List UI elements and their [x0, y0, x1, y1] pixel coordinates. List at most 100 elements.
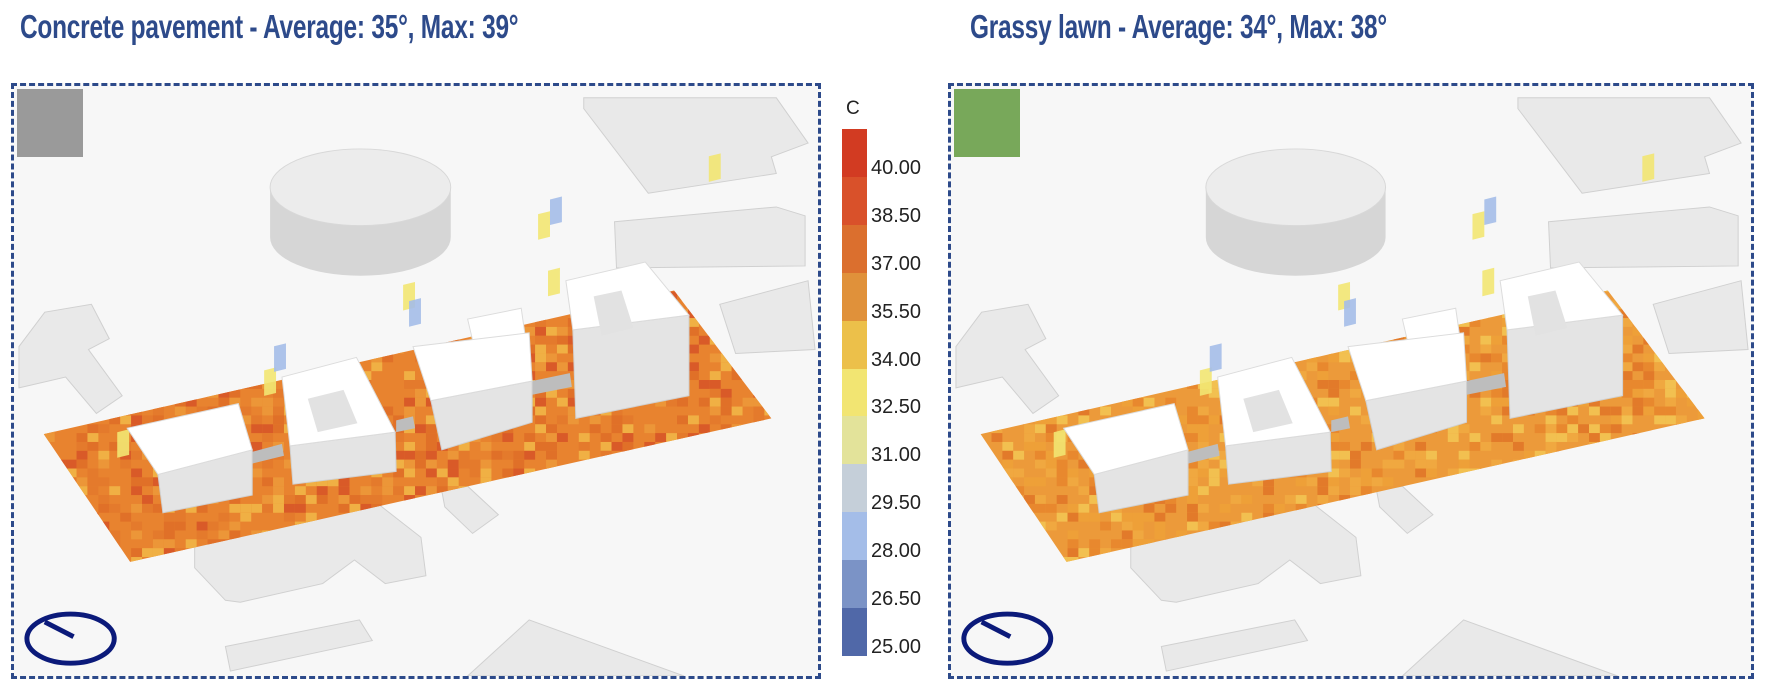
heatmap-cell: [1545, 433, 1557, 442]
heatmap-cell: [1121, 512, 1133, 522]
heatmap-cell: [262, 495, 274, 504]
heatmap-cell: [1067, 539, 1079, 549]
heatmap-cell: [174, 521, 186, 531]
heatmap-cell: [174, 512, 186, 522]
heatmap-cell: [163, 512, 175, 522]
heatmap-cell: [251, 468, 263, 478]
heatmap-cell: [1187, 486, 1198, 496]
heatmap-cell: [404, 459, 416, 469]
heatmap-cell: [535, 397, 547, 407]
heatmap-cell: [687, 415, 699, 425]
heatmap-cell: [556, 362, 568, 372]
heatmap-cell: [1610, 415, 1622, 425]
heatmap-cell: [578, 441, 590, 451]
heatmap-cell: [546, 353, 557, 363]
heatmap-cell: [1002, 468, 1014, 478]
cool-spot: [538, 211, 550, 240]
heatmap-cell: [1654, 415, 1666, 425]
heatmap-cell: [1208, 380, 1220, 389]
heatmap-cell: [1317, 397, 1329, 407]
heatmap-cell: [152, 530, 164, 540]
heatmap-cell: [1197, 468, 1209, 478]
heatmap-cell: [535, 344, 547, 354]
heatmap-cell: [1034, 477, 1046, 487]
heatmap-cell: [1328, 486, 1340, 496]
legend-segment: [842, 272, 867, 321]
heatmap-cell: [1024, 441, 1035, 451]
heatmap-cell: [709, 380, 721, 389]
heatmap-cell: [109, 530, 121, 540]
building-courtyard: [593, 290, 634, 336]
building-roof: [1062, 403, 1189, 475]
heatmap-cell: [1643, 406, 1655, 416]
heatmap-cell: [1502, 362, 1513, 372]
heatmap-cell: [273, 424, 284, 434]
context-building: [1130, 500, 1362, 603]
heatmap-cell: [98, 459, 110, 469]
heatmap-cell: [1350, 486, 1361, 496]
heatmap-cell: [1045, 521, 1057, 531]
heatmap-cell: [283, 495, 295, 504]
heatmap-cell: [1480, 335, 1492, 345]
heatmap-cell: [1404, 450, 1416, 460]
heatmap-cell: [1643, 362, 1655, 372]
context-building: [224, 619, 374, 672]
heatmap-cell: [152, 486, 164, 496]
heatmap-cell: [1230, 495, 1242, 504]
heatmap-cell: [720, 406, 732, 416]
heatmap-cell: [1415, 441, 1427, 451]
heatmap-cell: [229, 388, 241, 398]
heatmap-cell: [316, 486, 328, 496]
heatmap-cell: [109, 503, 121, 513]
heatmap-cell: [120, 512, 132, 522]
heatmap-cell: [393, 433, 405, 442]
heatmap-cell: [1121, 397, 1133, 407]
heatmap-cell: [1187, 512, 1198, 522]
heatmap-cell: [1447, 468, 1459, 478]
heatmap-cell: [546, 450, 557, 460]
heatmap-cell: [1556, 406, 1568, 416]
heatmap-cell: [262, 459, 274, 469]
legend-segment: [842, 129, 867, 177]
heatmap-cell: [1034, 495, 1046, 504]
heatmap-cell: [480, 441, 492, 451]
heatmap-cell: [360, 503, 372, 513]
heatmap-cell: [731, 406, 743, 416]
heatmap-cell: [677, 415, 688, 425]
heatmap-cell: [76, 459, 88, 469]
heatmap-cell: [240, 512, 252, 522]
heatmap-cell: [644, 424, 656, 434]
legend-unit: C: [846, 98, 860, 119]
heatmap-cell: [1241, 495, 1253, 504]
heatmap-cell: [142, 503, 153, 513]
heatmap-cell: [1045, 424, 1057, 434]
heatmap-cell: [76, 433, 88, 442]
heatmap-cell: [1545, 406, 1557, 416]
legend-segment: [842, 320, 867, 369]
heatmap-cell: [1502, 397, 1513, 407]
heatmap-cell: [1295, 495, 1307, 504]
heatmap-cell: [567, 388, 579, 398]
heatmap-cell: [120, 459, 132, 469]
heatmap-cell: [415, 388, 426, 398]
heatmap-cell: [1165, 397, 1177, 407]
heatmap-cell: [1089, 486, 1101, 496]
heatmap-cell: [1480, 397, 1492, 407]
heatmap-cell: [1078, 512, 1090, 522]
heatmap-cell: [1665, 415, 1676, 425]
heatmap-cell: [425, 459, 437, 469]
heatmap-cell: [316, 495, 328, 504]
cool-spot: [550, 196, 562, 226]
heatmap-cell: [1263, 477, 1274, 487]
heatmap-cell: [1589, 406, 1600, 416]
building-roof: [126, 403, 253, 475]
heatmap-cell: [152, 539, 164, 549]
heatmap-cell: [1317, 371, 1329, 381]
heatmap-cell: [1045, 459, 1057, 469]
heatmap-cell: [436, 486, 448, 496]
heatmap-cell: [1176, 530, 1188, 540]
heatmap-cell: [142, 548, 153, 558]
heatmap-cell: [1339, 353, 1351, 363]
cool-spot: [1482, 267, 1495, 297]
legend-segment: [842, 224, 867, 273]
